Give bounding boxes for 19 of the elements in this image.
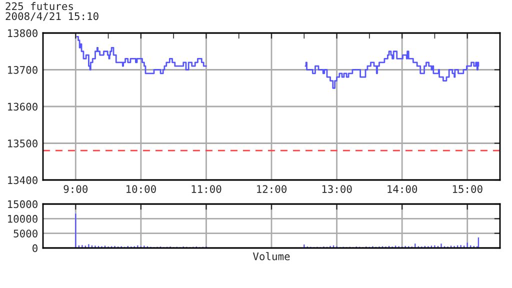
y-tick-label: 13400 [8,176,38,184]
y-tick-label: 0 [32,244,38,252]
x-tick-label: 15:00 [452,185,482,193]
y-tick-label: 13700 [8,66,38,74]
y-tick-label: 15000 [8,200,38,208]
y-tick-label: 13800 [8,29,38,38]
x-tick-label: 11:00 [192,185,222,193]
y-tick-label: 5000 [14,230,38,238]
x-tick-label: 9:00 [64,185,88,193]
x-tick-label: 13:00 [322,185,352,193]
x-tick-label: 14:00 [388,185,418,193]
x-tick-label: 12:00 [257,185,287,193]
chart-subtitle: 2008/4/21 15:10 [6,12,98,21]
x-tick-label: 10:00 [126,185,156,193]
chart-title: 225 futures [6,2,73,10]
y-tick-label: 10000 [8,214,38,223]
x-axis-title: Volume [252,252,290,260]
y-tick-label: 13600 [8,102,38,111]
y-tick-label: 13500 [8,140,38,148]
